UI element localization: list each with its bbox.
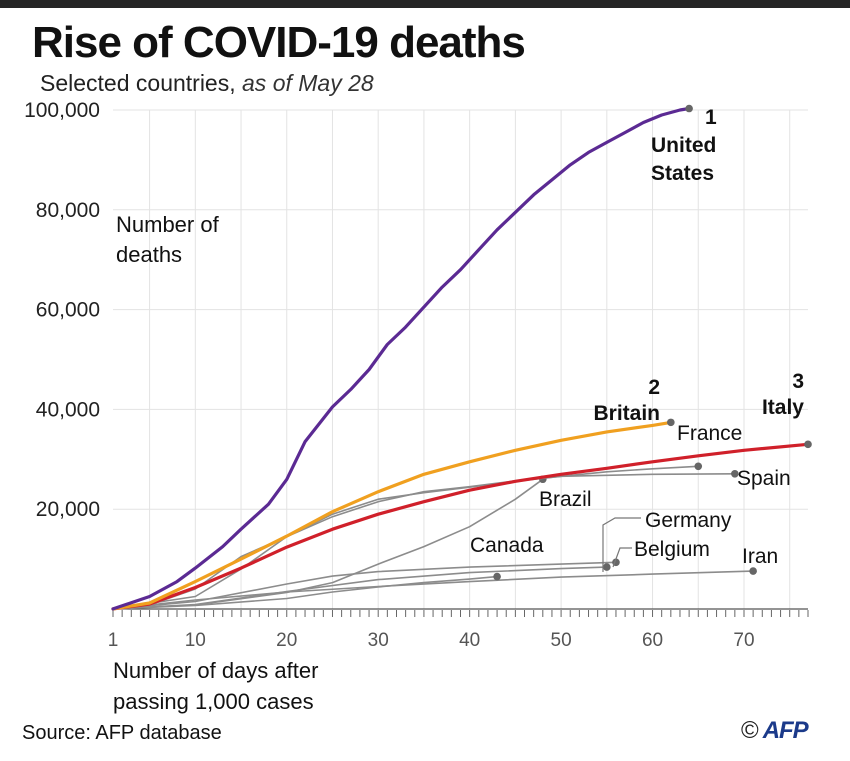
series-label: 2 (648, 376, 660, 399)
series-end-marker (694, 462, 703, 471)
x-axis-label-line: passing 1,000 cases (113, 689, 314, 714)
copyright-symbol: © (741, 717, 759, 744)
series-end-marker (731, 469, 739, 478)
series-line (111, 106, 691, 611)
subtitle-date: as of May 28 (242, 70, 374, 96)
series-label: Brazil (539, 488, 592, 511)
x-tick-label: 40 (459, 630, 480, 651)
series-label: 1 (705, 106, 717, 129)
series-end-marker (667, 418, 675, 427)
series-line (112, 478, 544, 610)
top-bar (0, 0, 850, 8)
series-line (112, 465, 700, 610)
x-tick-label: 70 (733, 630, 754, 651)
series-label: United (651, 134, 716, 157)
chart-subtitle: Selected countries, as of May 28 (40, 70, 374, 97)
chart-title: Rise of COVID-19 deaths (32, 18, 526, 67)
x-tick-label: 20 (276, 630, 297, 651)
series-label: Canada (470, 534, 544, 557)
series-label: France (677, 422, 742, 445)
series-label: Iran (742, 545, 778, 568)
x-tick-label: 60 (642, 630, 663, 651)
series-end-marker (493, 572, 501, 581)
series-line (111, 420, 673, 611)
x-tick-label: 1 (108, 630, 119, 651)
series-end-marker (804, 440, 812, 449)
subtitle-text: Selected countries, (40, 70, 236, 96)
y-tick-label: 20,000 (36, 498, 100, 521)
series-end-marker (685, 104, 693, 113)
series-label: Britain (593, 402, 660, 425)
series-label: Spain (737, 467, 791, 490)
y-axis-label-line: Number of (116, 212, 220, 237)
source-note: Source: AFP database (22, 722, 222, 744)
afp-logo: © AFP (741, 717, 809, 745)
label-leader-line (612, 547, 632, 568)
x-axis-label-line: Number of days after (113, 658, 318, 683)
y-tick-label: 60,000 (36, 299, 100, 322)
series-label: States (651, 162, 714, 185)
y-tick-label: 80,000 (36, 199, 100, 222)
series-label: Belgium (634, 538, 710, 561)
series-label: 3 (792, 370, 804, 393)
series-end-marker (749, 567, 757, 575)
x-tick-label: 50 (551, 630, 572, 651)
label-leader-line (602, 517, 641, 572)
logo-text: AFP (762, 717, 809, 744)
x-tick-label: 30 (368, 630, 389, 651)
y-axis-label-line: deaths (116, 242, 182, 267)
series-line (112, 575, 498, 610)
series-line (111, 442, 810, 611)
y-tick-label: 40,000 (36, 398, 100, 421)
series-label: Italy (762, 396, 804, 419)
series-end-marker (603, 563, 611, 571)
y-tick-label: 100,000 (24, 99, 100, 122)
series-label: Germany (645, 509, 732, 532)
x-tick-label: 10 (185, 630, 206, 651)
